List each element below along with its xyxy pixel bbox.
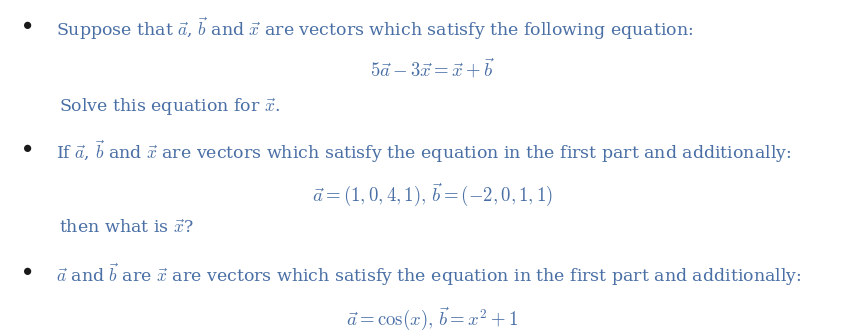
Text: $\vec{a} = (1, 0, 4, 1),\, \vec{b} = (-2, 0, 1, 1)$: $\vec{a} = (1, 0, 4, 1),\, \vec{b} = (-2…: [312, 181, 553, 208]
Text: $5\vec{a} - 3\vec{x} = \vec{x} + \vec{b}$: $5\vec{a} - 3\vec{x} = \vec{x} + \vec{b}…: [370, 57, 495, 80]
Text: Suppose that $\vec{a}$, $\vec{b}$ and $\vec{x}$ are vectors which satisfy the fo: Suppose that $\vec{a}$, $\vec{b}$ and $\…: [56, 15, 694, 42]
Text: $\vec{a}$ and $\vec{b}$ are $\vec{x}$ are vectors which satisfy the equation in : $\vec{a}$ and $\vec{b}$ are $\vec{x}$ ar…: [56, 261, 802, 288]
Text: $\bullet$: $\bullet$: [22, 138, 32, 156]
Text: Solve this equation for $\vec{x}$.: Solve this equation for $\vec{x}$.: [59, 97, 279, 118]
Text: then what is $\vec{x}$?: then what is $\vec{x}$?: [59, 220, 193, 237]
Text: $\vec{a} = \cos(x),\, \vec{b} = x^2 + 1$: $\vec{a} = \cos(x),\, \vec{b} = x^2 + 1$: [346, 305, 519, 332]
Text: If $\vec{a}$, $\vec{b}$ and $\vec{x}$ are vectors which satisfy the equation in : If $\vec{a}$, $\vec{b}$ and $\vec{x}$ ar…: [56, 138, 791, 165]
Text: $\bullet$: $\bullet$: [22, 261, 32, 279]
Text: $\bullet$: $\bullet$: [22, 15, 32, 33]
